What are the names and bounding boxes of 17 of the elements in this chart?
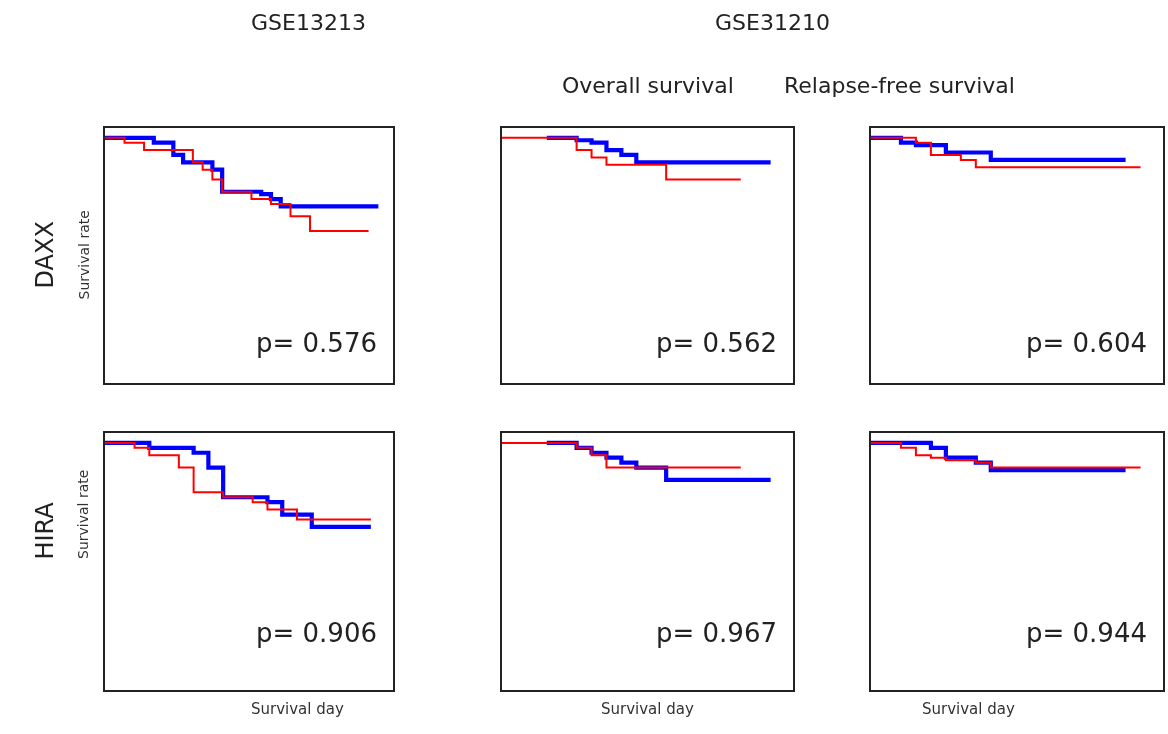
chart-title: GSE13213 <box>251 10 366 35</box>
chart-subtitle: Overall survival <box>562 73 734 98</box>
annotation: p= 0.576 <box>256 328 377 358</box>
annotation: p= 0.944 <box>1026 618 1147 648</box>
text: HIRA <box>30 501 59 560</box>
y-axis-title: Survival rate <box>75 469 91 559</box>
x-axis-title: Survival day <box>601 700 694 718</box>
chart-title: GSE31210 <box>715 10 830 35</box>
annotation: p= 0.906 <box>256 618 377 648</box>
chart-subtitle: Relapse-free survival <box>784 73 1015 98</box>
annotation: p= 0.604 <box>1026 328 1147 358</box>
x-axis-title: Survival day <box>251 700 344 718</box>
text: DAXX <box>30 221 59 289</box>
y-axis-title: Survival rate <box>75 210 92 300</box>
annotation: p= 0.967 <box>656 618 777 648</box>
annotation: p= 0.562 <box>656 328 777 358</box>
x-axis-title: Survival day <box>922 700 1015 718</box>
